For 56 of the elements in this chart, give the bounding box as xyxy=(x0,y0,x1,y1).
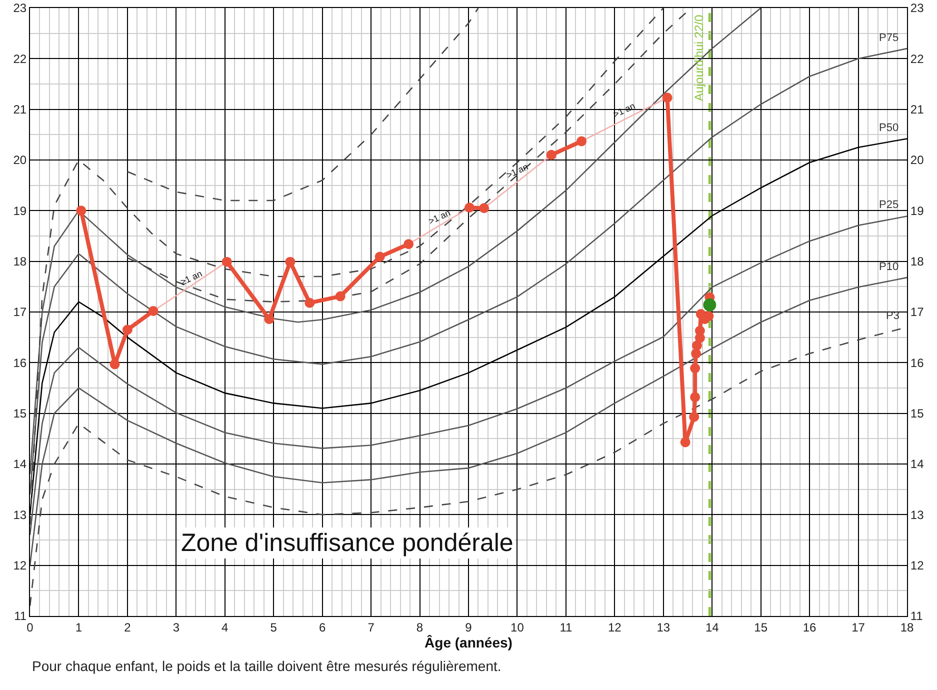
x-tick-label: 6 xyxy=(318,620,326,634)
annotation: >1 an xyxy=(612,100,637,120)
x-tick-label: 3 xyxy=(172,620,180,634)
y2-tick-label: 23 xyxy=(910,1,924,16)
y2-tick-label: 19 xyxy=(910,204,924,218)
x-tick-label: 4 xyxy=(222,620,229,634)
annotation: ≥1 an xyxy=(179,268,204,288)
y-tick-label: 12 xyxy=(13,558,27,573)
x-tick-label: 16 xyxy=(802,620,817,634)
y-tick-label: 22 xyxy=(13,52,27,66)
x-tick-label: 15 xyxy=(754,620,768,634)
annotation: >1 an xyxy=(427,208,452,226)
x-tick-label: 0 xyxy=(26,620,34,634)
x-tick-label: 1 xyxy=(75,620,82,634)
y-tick-label: 15 xyxy=(13,406,27,421)
x-tick-label: 14 xyxy=(705,620,720,634)
y2-tick-label: 16 xyxy=(910,356,924,370)
x-tick-label: 5 xyxy=(270,620,278,634)
y-tick-label: 19 xyxy=(13,204,27,218)
series-label: P10 xyxy=(879,261,899,273)
x-axis-title: Âge (années) xyxy=(424,634,512,651)
x-tick-label: 8 xyxy=(416,620,424,634)
y-tick-label: 23 xyxy=(13,1,27,16)
annotation: >1 an xyxy=(504,162,530,180)
x-tick-label: 9 xyxy=(465,620,472,634)
y2-tick-label: 12 xyxy=(910,558,924,573)
x-tick-label: 2 xyxy=(124,620,132,634)
x-tick-label: 7 xyxy=(368,620,375,634)
y-tick-label: 18 xyxy=(13,254,27,269)
series-label: P3 xyxy=(886,310,900,322)
y2-tick-label: 13 xyxy=(910,508,924,522)
x-tick-label: 13 xyxy=(656,620,670,634)
y-tick-label: 17 xyxy=(13,305,27,320)
y2-tick-label: 17 xyxy=(910,305,924,320)
x-tick-label: 12 xyxy=(608,620,622,634)
y2-tick-label: 22 xyxy=(910,52,924,66)
x-tick-label: 10 xyxy=(510,620,524,634)
x-tick-label: 11 xyxy=(560,620,572,634)
y-tick-label: 16 xyxy=(13,356,27,370)
y2-tick-label: 18 xyxy=(910,254,924,269)
y-tick-label: 20 xyxy=(13,153,27,168)
y-tick-label: 11 xyxy=(14,609,27,624)
x-tick-label: 17 xyxy=(852,620,866,634)
series-label: P75 xyxy=(879,32,899,44)
y-tick-label: 21 xyxy=(13,102,27,117)
y2-tick-label: 21 xyxy=(910,102,924,117)
ref-line-label: Aujourd'hui 22/0 xyxy=(692,14,706,102)
y2-tick-label: 20 xyxy=(910,153,924,168)
text: Pour chaque enfant, le poids et la taille doivent être mesurés régulièrement. xyxy=(32,658,502,674)
annotation: Zone d'insuffisance pondérale xyxy=(181,529,514,557)
y2-tick-label: 15 xyxy=(910,406,924,421)
y-tick-label: 13 xyxy=(13,508,27,522)
y2-tick-label: 14 xyxy=(910,457,924,472)
series-label: P25 xyxy=(879,199,899,211)
series-label: P50 xyxy=(879,122,899,134)
y-tick-label: 14 xyxy=(13,457,27,472)
